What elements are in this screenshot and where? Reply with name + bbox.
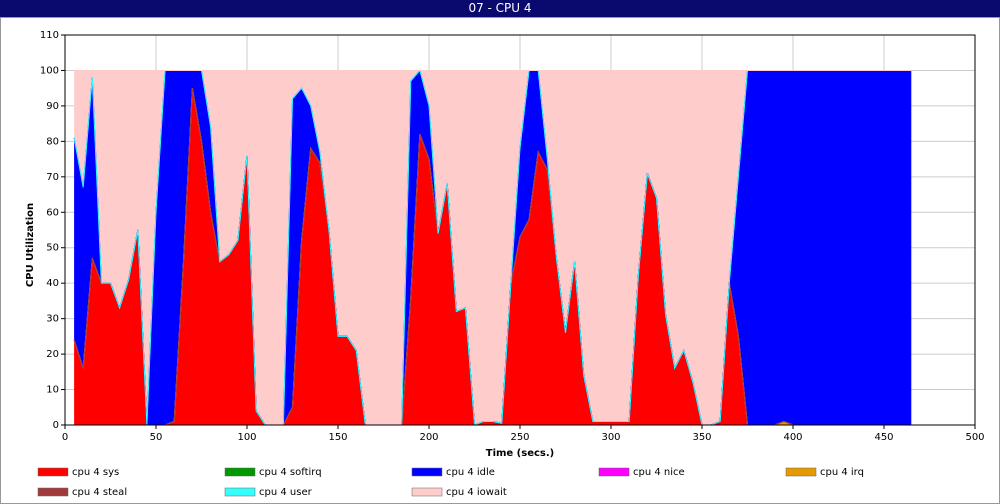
legend-swatch	[411, 467, 443, 477]
legend-swatch	[37, 467, 69, 477]
legend-label: cpu 4 user	[259, 487, 313, 498]
legend-label: cpu 4 idle	[446, 467, 495, 478]
legend-swatch	[224, 467, 256, 477]
y-tick-label: 0	[53, 420, 59, 431]
x-tick-label: 100	[237, 432, 256, 443]
x-tick-label: 300	[601, 432, 620, 443]
x-tick-label: 250	[510, 432, 529, 443]
legend-label: cpu 4 iowait	[446, 487, 507, 498]
y-tick-label: 90	[46, 101, 59, 112]
y-tick-label: 80	[46, 136, 59, 147]
window-title: 07 - CPU 4	[0, 0, 1000, 17]
chart: CPU Utilization Time (secs.) 0 10 20 30 40 50…	[0, 17, 1000, 504]
y-tick-label: 50	[46, 243, 59, 254]
x-tick-label: 500	[965, 432, 984, 443]
x-axis-label: Time (secs.)	[486, 448, 555, 459]
legend-swatch	[411, 487, 443, 497]
legend-swatch	[785, 467, 817, 477]
legend-swatch	[37, 487, 69, 497]
y-tick-label: 20	[46, 349, 59, 360]
y-tick-label: 60	[46, 207, 59, 218]
legend-swatch	[598, 467, 630, 477]
y-tick-label: 70	[46, 172, 59, 183]
legend-label: cpu 4 nice	[633, 467, 685, 478]
legend-label: cpu 4 steal	[72, 487, 127, 498]
legend-label: cpu 4 softirq	[259, 467, 322, 478]
x-tick-label: 0	[62, 432, 68, 443]
legend-label: cpu 4 irq	[820, 467, 864, 478]
legend-label: cpu 4 sys	[72, 467, 119, 478]
y-tick-label: 110	[40, 30, 59, 41]
x-tick-label: 200	[419, 432, 438, 443]
y-tick-label: 30	[46, 314, 59, 325]
y-tick-label: 100	[40, 65, 59, 76]
y-axis-label: CPU Utilization	[25, 203, 36, 287]
x-tick-label: 350	[692, 432, 711, 443]
x-tick-label: 400	[783, 432, 802, 443]
x-tick-label: 150	[328, 432, 347, 443]
area	[74, 88, 912, 425]
x-tick-label: 450	[874, 432, 893, 443]
y-tick-label: 40	[46, 278, 59, 289]
legend-swatch	[224, 487, 256, 497]
x-tick-label: 50	[150, 432, 163, 443]
area	[74, 70, 912, 426]
area	[74, 70, 912, 426]
plot-border	[64, 34, 976, 426]
y-tick-label: 10	[46, 385, 59, 396]
